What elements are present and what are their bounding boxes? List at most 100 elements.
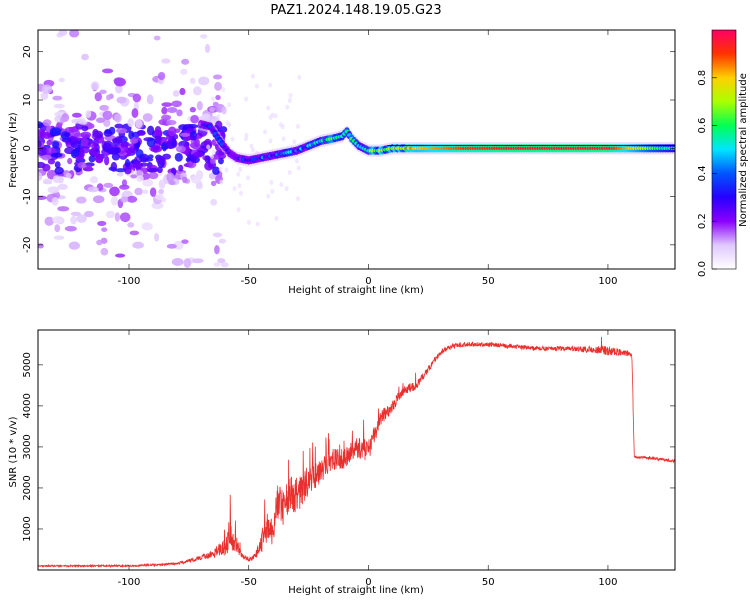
spectrogram-cell — [218, 166, 223, 172]
spectrogram-cell — [148, 172, 159, 180]
spectrogram-cell — [212, 232, 223, 238]
spectrogram-cell — [207, 116, 218, 121]
spectrogram-cell — [110, 196, 119, 206]
spectrogram-cell — [270, 188, 275, 194]
x-tick-label: -100 — [118, 577, 141, 588]
spectrogram-cell — [104, 155, 110, 166]
spectrogram-cell — [38, 129, 45, 138]
spectrogram-cell — [80, 131, 92, 139]
spectrogram-cell — [142, 113, 153, 122]
spectrogram-cell — [190, 175, 201, 184]
spectrogram-cell — [150, 145, 163, 153]
spectrogram-cell — [269, 179, 274, 185]
spectrogram-cell — [124, 158, 131, 168]
spectrogram-cell — [101, 227, 108, 232]
spectrogram-cell — [111, 152, 120, 161]
spectrogram-cell — [157, 166, 163, 174]
spectrogram-cell — [94, 153, 104, 163]
x-tick-label: 50 — [482, 276, 495, 287]
x-tick-label: -50 — [241, 276, 257, 287]
colorbar-tick-label: 0.0 — [697, 261, 708, 277]
spectrogram-cell — [273, 113, 278, 119]
spectrogram-cell — [181, 239, 189, 244]
spectrogram-cell — [179, 132, 191, 137]
spectrogram-cell — [250, 73, 255, 79]
spectrogram-cell — [149, 187, 157, 197]
spectrogram-cell — [180, 68, 188, 75]
spectrogram-cell — [287, 170, 292, 176]
spectrogram-cell — [165, 119, 177, 126]
y-tick-label: 1000 — [22, 516, 33, 541]
spectrogram-cell — [113, 113, 122, 123]
spectrogram-cell — [75, 196, 87, 204]
spectrogram-cell — [60, 116, 66, 124]
spectrogram-cell — [136, 175, 144, 183]
spectrogram-cell — [279, 182, 284, 188]
spectrogram-cell — [210, 198, 218, 206]
spectrogram-cell — [129, 230, 140, 236]
spectrogram-cell — [109, 186, 120, 197]
spectrogram-cell — [219, 179, 224, 185]
spectrogram-cell — [115, 84, 123, 94]
colorbar-tick-label: 0.2 — [697, 213, 708, 229]
spectrogram-cell — [80, 137, 89, 147]
spectrogram-cell — [153, 35, 161, 41]
spectrogram-cell — [38, 121, 44, 129]
spectrogram-cell — [190, 115, 200, 124]
colorbar-ticks: 0.0 0.2 0.4 0.6 0.8 — [697, 70, 717, 277]
spectrogram-cell — [57, 183, 68, 190]
spectrogram-cell — [110, 161, 118, 172]
spectrogram-cell — [57, 206, 70, 212]
spectrogram-cell — [211, 153, 222, 160]
spectrogram-cell — [198, 76, 210, 86]
spectrogram-cell — [72, 112, 82, 118]
spectrogram-cell — [100, 247, 109, 256]
spectrogram-cell — [96, 239, 103, 246]
spectrogram-cell — [101, 68, 114, 74]
spectrogram-cell — [135, 149, 144, 159]
spectrogram-cell — [52, 216, 64, 224]
spectrogram-cell — [147, 154, 154, 159]
spectrogram-cell — [51, 196, 59, 206]
spectrogram-cell — [70, 215, 77, 225]
spectrogram-cell — [238, 167, 243, 173]
spectrogram-cell — [114, 136, 123, 144]
spectrogram-image — [38, 30, 675, 268]
spectrogram-cell — [211, 149, 216, 155]
spectrogram-cell — [193, 86, 202, 96]
spectrogram-cell — [92, 130, 104, 139]
spectrogram-cell — [78, 120, 88, 125]
spectrogram-cell — [129, 143, 135, 149]
spectrogram-cell — [63, 132, 71, 137]
spectrogram-y-axis-label: Frequency (Hz) — [8, 112, 19, 188]
y-tick-label: 0 — [22, 145, 33, 151]
spectrogram-cell — [141, 222, 153, 231]
spectrogram-cell — [153, 233, 160, 242]
spectrogram-cell — [89, 176, 99, 184]
y-tick-label: 5000 — [22, 352, 33, 377]
spectrogram-cell — [292, 139, 297, 145]
snr-axes: -100 -50 0 50 100 1000 2000 3000 4000 5000 — [22, 330, 675, 588]
spectrogram-cell — [158, 179, 166, 190]
spectrogram-cell — [76, 214, 87, 223]
spectrogram-cell — [41, 84, 53, 94]
spectrogram-cell — [218, 238, 227, 244]
x-tick-label: 100 — [598, 276, 617, 287]
x-tick-label: 50 — [482, 577, 495, 588]
y-tick-label: 10 — [22, 94, 33, 107]
spectrogram-cell — [52, 175, 61, 183]
spectrogram-cell — [43, 178, 52, 183]
spectrogram-cell — [146, 125, 155, 136]
spectrogram-cell — [193, 138, 200, 148]
spectrogram-cell — [141, 189, 149, 195]
spectrogram-cell — [53, 235, 65, 240]
spectrogram-cell — [64, 225, 77, 232]
chart-title: PAZ1.2024.148.19.05.G23 — [270, 3, 441, 18]
spectrogram-cell — [38, 195, 47, 200]
spectrogram-cell — [97, 220, 107, 226]
spectrogram-cell — [136, 130, 146, 136]
spectrogram-cell — [70, 211, 81, 216]
spectrogram-cell — [114, 123, 124, 129]
spectrogram-cell — [288, 92, 293, 98]
spectrogram-cell — [151, 201, 164, 210]
